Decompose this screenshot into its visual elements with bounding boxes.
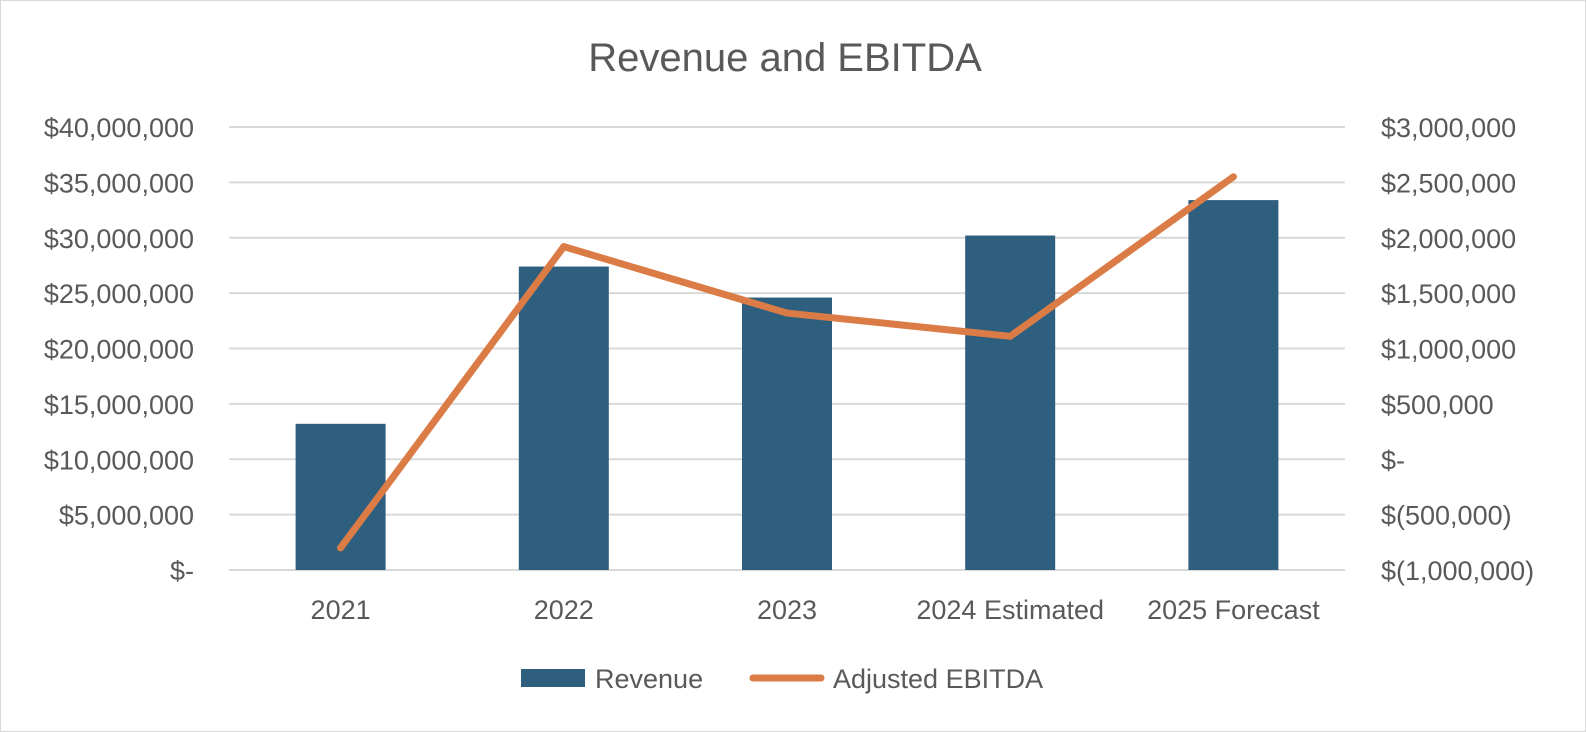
x-tick-label: 2022 xyxy=(534,595,594,625)
chart-title: Revenue and EBITDA xyxy=(588,36,982,80)
legend-swatch-revenue xyxy=(521,669,585,687)
left-y-tick-label: $20,000,000 xyxy=(44,335,194,365)
revenue-bar xyxy=(742,297,832,570)
left-y-tick-label: $- xyxy=(170,556,194,586)
left-y-tick-label: $5,000,000 xyxy=(59,501,194,531)
adjusted-ebitda-point xyxy=(560,243,568,251)
right-y-tick-label: $(500,000) xyxy=(1381,501,1512,531)
revenue-bar xyxy=(518,266,609,570)
adjusted-ebitda-point xyxy=(783,309,791,317)
left-y-tick-label: $40,000,000 xyxy=(44,113,194,143)
x-tick-label: 2024 Estimated xyxy=(916,595,1104,625)
right-y-tick-label: $1,000,000 xyxy=(1381,335,1516,365)
revenue-bar xyxy=(1188,200,1279,570)
right-y-tick-label: $(1,000,000) xyxy=(1381,556,1534,586)
right-y-tick-label: $500,000 xyxy=(1381,390,1494,420)
legend-label-revenue: Revenue xyxy=(595,664,703,694)
x-tick-label: 2021 xyxy=(311,595,371,625)
right-y-axis: $(1,000,000) $(500,000) $- $500,000 $1,000,0… xyxy=(1381,113,1534,586)
left-y-tick-label: $35,000,000 xyxy=(44,168,194,198)
legend-label-adjusted-ebitda: Adjusted EBITDA xyxy=(833,664,1043,694)
x-tick-label: 2023 xyxy=(757,595,817,625)
left-y-tick-label: $30,000,000 xyxy=(44,224,194,254)
adjusted-ebitda-point xyxy=(337,544,345,552)
adjusted-ebitda-point xyxy=(1006,332,1014,340)
right-y-tick-label: $- xyxy=(1381,445,1405,475)
left-y-axis: $- $5,000,000 $10,000,000 $15,000,000 $20,00… xyxy=(44,113,194,586)
right-y-tick-label: $2,000,000 xyxy=(1381,224,1516,254)
legend: Revenue Adjusted EBITDA xyxy=(521,664,1043,694)
left-y-tick-label: $10,000,000 xyxy=(44,445,194,475)
ebitda-line-layer xyxy=(337,173,1237,552)
right-y-tick-label: $3,000,000 xyxy=(1381,113,1516,143)
left-y-tick-label: $25,000,000 xyxy=(44,279,194,309)
x-axis: 2021 2022 2023 2024 Estimated 2025 Forecast xyxy=(311,595,1321,625)
revenue-bar xyxy=(965,235,1056,570)
left-y-tick-label: $15,000,000 xyxy=(44,390,194,420)
right-y-tick-label: $1,500,000 xyxy=(1381,279,1516,309)
revenue-bars xyxy=(295,200,1279,570)
adjusted-ebitda-point xyxy=(1229,173,1237,181)
right-y-tick-label: $2,500,000 xyxy=(1381,168,1516,198)
x-tick-label: 2025 Forecast xyxy=(1147,595,1320,625)
